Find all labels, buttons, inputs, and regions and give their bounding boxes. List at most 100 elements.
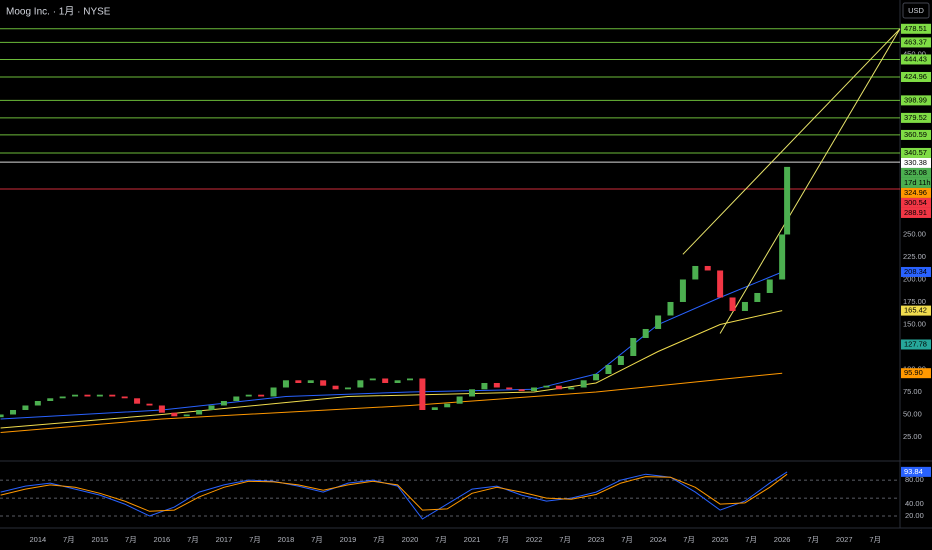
x-tick-label: 2019 — [340, 535, 357, 544]
candle — [258, 394, 265, 397]
candle — [394, 380, 401, 383]
price-label: 325.08 — [904, 168, 927, 177]
price-label-box — [901, 368, 931, 379]
candle — [580, 380, 587, 388]
candle — [220, 400, 227, 406]
candle — [741, 301, 748, 311]
candle — [431, 407, 438, 410]
price-label-box — [901, 266, 931, 277]
x-tick-label: 2021 — [464, 535, 481, 544]
indicator-line — [719, 28, 901, 334]
price-label-box — [901, 305, 931, 316]
candle — [642, 328, 649, 338]
x-tick-label: 7月 — [497, 535, 509, 544]
candle — [667, 301, 674, 316]
y-tick-label: 150.00 — [903, 319, 926, 328]
x-tick-label: 2023 — [588, 535, 605, 544]
candle — [208, 405, 215, 410]
price-label: 444.43 — [904, 54, 927, 63]
x-tick-label: 7月 — [249, 535, 261, 544]
rsi-value: 93.84 — [904, 467, 923, 476]
currency[interactable]: USD — [908, 6, 924, 15]
price-label: 165.42 — [904, 306, 927, 315]
candle — [568, 387, 575, 390]
price-label-box — [901, 147, 931, 158]
candle — [493, 382, 500, 388]
y-tick-label: 225.00 — [903, 252, 926, 261]
x-tick-label: 7月 — [807, 535, 819, 544]
candle — [109, 394, 116, 397]
x-tick-label: 2027 — [836, 535, 853, 544]
rsi-line — [0, 471, 788, 520]
price-label-box — [901, 71, 931, 82]
x-tick-label: 2015 — [92, 535, 109, 544]
candle — [10, 409, 17, 415]
rsi-line — [0, 473, 788, 512]
candle — [245, 394, 252, 397]
price-label: 398.99 — [904, 95, 927, 104]
price-label-box — [901, 95, 931, 106]
price-label: 478.51 — [904, 24, 927, 33]
price-label-box — [901, 187, 931, 198]
candle — [270, 387, 277, 397]
candle — [518, 389, 525, 392]
candle — [679, 279, 686, 302]
candle — [47, 398, 54, 401]
x-tick-label: 2017 — [216, 535, 233, 544]
x-tick-label: 2022 — [526, 535, 543, 544]
x-tick-label: 7月 — [559, 535, 571, 544]
price-label-box — [901, 129, 931, 140]
candle — [196, 409, 203, 415]
candle — [84, 394, 91, 397]
candle — [146, 403, 153, 406]
candle — [320, 380, 327, 386]
candle — [456, 396, 463, 404]
candle — [295, 380, 302, 383]
x-tick-label: 2018 — [278, 535, 295, 544]
countdown: 17d 11h — [904, 178, 931, 187]
x-tick-label: 2024 — [650, 535, 667, 544]
x-tick-label: 2014 — [29, 535, 46, 544]
y-tick-label: 250.00 — [903, 229, 926, 238]
candle — [779, 234, 786, 280]
candle — [784, 166, 791, 235]
price-label: 379.52 — [904, 113, 927, 122]
candle — [419, 378, 426, 410]
price-label-box — [901, 207, 931, 218]
candle — [369, 378, 376, 381]
price-label-box — [901, 157, 931, 168]
candle — [158, 405, 165, 413]
price-label-box — [901, 197, 931, 208]
price-label: 360.59 — [904, 130, 927, 139]
candle — [34, 400, 41, 406]
candle — [617, 355, 624, 365]
candle — [357, 380, 364, 388]
candle — [506, 387, 513, 390]
candle — [729, 297, 736, 311]
candle — [307, 380, 314, 383]
y-tick-label: 175.00 — [903, 297, 926, 306]
x-tick-label: 2026 — [774, 535, 791, 544]
price-label: 424.96 — [904, 72, 927, 81]
candle — [121, 396, 128, 399]
price-label: 340.57 — [904, 148, 927, 157]
rsi-value-box — [901, 466, 931, 477]
price-label-box — [901, 23, 931, 34]
y-tick-label: 200.00 — [903, 274, 926, 283]
x-tick-label: 7月 — [187, 535, 199, 544]
price-label: 463.37 — [904, 37, 927, 46]
x-tick-label: 7月 — [869, 535, 881, 544]
candle — [655, 315, 662, 329]
candle — [282, 380, 289, 388]
price-label-box — [901, 167, 931, 178]
y-tick-label: 25.00 — [903, 432, 922, 441]
chart-title: Moog Inc. · 1月 · NYSE — [6, 6, 111, 18]
candle — [605, 364, 612, 374]
candle — [692, 265, 699, 280]
candle — [481, 382, 488, 390]
x-tick-label: 7月 — [745, 535, 757, 544]
currency-box[interactable] — [902, 2, 930, 19]
candle — [96, 394, 103, 397]
x-tick-label: 7月 — [683, 535, 695, 544]
